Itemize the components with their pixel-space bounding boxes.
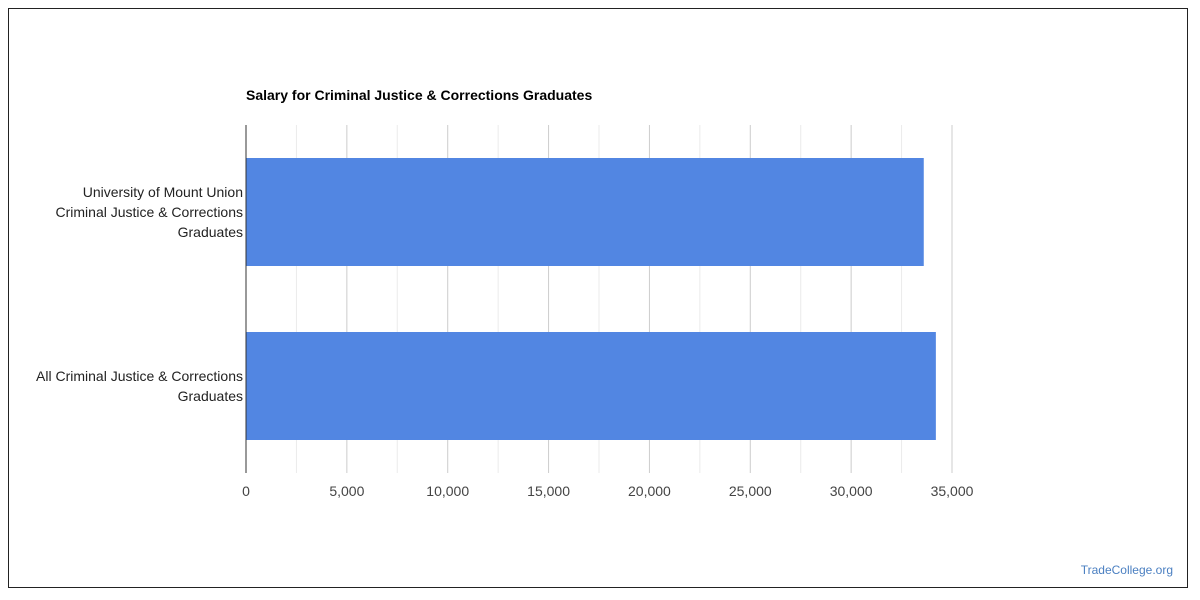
category-label-line: Graduates — [178, 388, 243, 404]
x-tick-label: 35,000 — [931, 483, 974, 499]
category-label-line: Criminal Justice & Corrections — [56, 204, 244, 220]
bar-chart: Salary for Criminal Justice & Correction… — [36, 87, 974, 499]
chart-frame: Salary for Criminal Justice & Correction… — [8, 8, 1188, 588]
category-label-line: Graduates — [178, 224, 243, 240]
x-tick-label: 25,000 — [729, 483, 772, 499]
chart-title: Salary for Criminal Justice & Correction… — [246, 87, 592, 103]
category-label-line: All Criminal Justice & Corrections — [36, 368, 243, 384]
x-tick-label: 30,000 — [830, 483, 873, 499]
x-tick-label: 5,000 — [329, 483, 364, 499]
bars — [246, 158, 936, 440]
category-labels: University of Mount Union Criminal Justic… — [36, 184, 243, 404]
bar-1[interactable] — [246, 332, 936, 440]
category-label-1: All Criminal Justice & Corrections Gradua… — [36, 368, 243, 404]
bar-0[interactable] — [246, 158, 924, 266]
watermark-link[interactable]: TradeCollege.org — [1080, 563, 1173, 577]
x-tick-labels: 0 5,000 10,000 15,000 20,000 25,000 30,000 35,0… — [242, 483, 974, 499]
x-tick-label: 0 — [242, 483, 250, 499]
x-tick-label: 20,000 — [628, 483, 671, 499]
x-tick-label: 15,000 — [527, 483, 570, 499]
category-label-0: University of Mount Union Criminal Justic… — [56, 184, 244, 240]
x-tick-label: 10,000 — [426, 483, 469, 499]
category-label-line: University of Mount Union — [83, 184, 243, 200]
